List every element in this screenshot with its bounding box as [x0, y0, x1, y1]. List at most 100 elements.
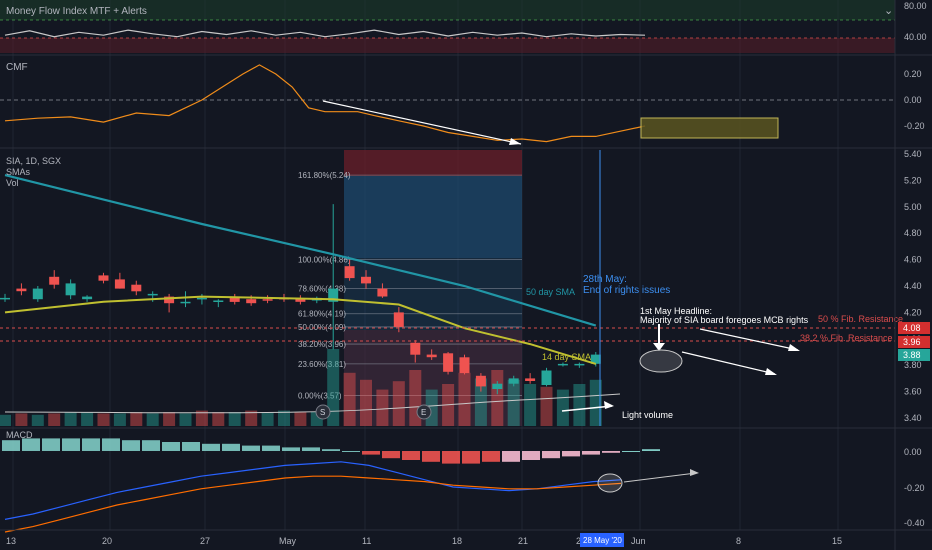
- time-axis[interactable]: 13 20 27 May 11 18 21 2 28 May '20 Jun 8…: [6, 533, 842, 547]
- projection-arrow-1-head: [765, 368, 777, 375]
- marker-s-label: S: [320, 408, 325, 417]
- volume-bar: [212, 412, 225, 426]
- macd-line: [4, 461, 622, 520]
- candle-body: [344, 266, 355, 279]
- cmf-tick-020: 0.20: [904, 69, 922, 79]
- volume-bar: [491, 370, 504, 426]
- sma-legend: SMAs: [6, 167, 31, 177]
- volume-bar: [261, 412, 274, 426]
- price-highlight-ellipse: [639, 349, 683, 373]
- macd-histogram-bar: [342, 451, 360, 452]
- marker-e[interactable]: [416, 404, 432, 420]
- macd-histogram-bar: [182, 442, 200, 451]
- mfi-tick-40: 40.00: [904, 32, 927, 42]
- volume-bar: [97, 413, 110, 426]
- price-badge-388: [898, 349, 930, 361]
- price-tick: 3.60: [904, 387, 922, 397]
- macd-histogram-bar: [382, 451, 400, 459]
- volume-bar: [163, 412, 176, 426]
- macd-histogram-bar: [282, 447, 300, 451]
- volume-bar: [31, 414, 44, 426]
- mfi-oversold-zone: [0, 38, 895, 53]
- macd-histogram-bar: [642, 449, 660, 451]
- candle-body: [475, 375, 486, 387]
- candle-body: [180, 301, 191, 304]
- macd-histogram-bar: [562, 451, 580, 457]
- macd-arrow-head: [690, 469, 699, 476]
- macd-histogram-bar: [62, 438, 80, 451]
- candle-body: [459, 357, 470, 374]
- candle-body: [213, 300, 224, 302]
- cmf-arrow-head: [509, 138, 521, 145]
- position-stop-zone: [344, 150, 522, 176]
- candle-body: [131, 284, 142, 292]
- cmf-panel[interactable]: CMF 0.20 0.00 -0.20: [0, 62, 925, 145]
- cmf-series-line: [4, 64, 646, 143]
- candle-body: [262, 299, 273, 301]
- macd-histogram-bar: [162, 442, 180, 451]
- macd-projection-arrow: [623, 472, 697, 483]
- candle-body: [32, 288, 43, 300]
- volume-bar: [343, 372, 356, 426]
- candle-body: [443, 353, 454, 372]
- volume-bar: [556, 389, 569, 426]
- fib-level-label: 38.20%(3.96): [298, 340, 346, 349]
- volume-bar: [146, 413, 159, 426]
- price-panel[interactable]: 161.80%(5.24) 100.00%(4.86) 78.60%(4.38) 61…: [0, 149, 930, 426]
- candle-body: [229, 297, 240, 302]
- fib-level-label: 100.00%(4.86): [298, 256, 351, 265]
- headline-line2: Majority of SIA board foregoes MCB right…: [640, 315, 809, 325]
- candle-body: [246, 299, 257, 304]
- rights-note-line1: 28th May:: [583, 274, 627, 285]
- volume-bar: [589, 379, 602, 426]
- macd-histogram-bar: [222, 443, 240, 451]
- macd-histogram-bar: [262, 445, 280, 451]
- volume-legend: Vol: [6, 178, 19, 188]
- volume-bar: [179, 413, 192, 426]
- price-tick: 5.00: [904, 202, 922, 212]
- fib-retracement[interactable]: 161.80%(5.24) 100.00%(4.86) 78.60%(4.38) 61…: [298, 171, 522, 401]
- volume-bar: [130, 412, 143, 426]
- candle-body: [82, 296, 93, 300]
- macd-histogram-bar: [2, 440, 20, 451]
- volume-bar: [48, 413, 61, 426]
- x-label-may: May: [279, 536, 297, 546]
- macd-histogram-bar: [302, 447, 320, 451]
- macd-histogram-bar: [522, 451, 540, 460]
- macd-panel[interactable]: MACD 0.00 -0.20 -0.40: [2, 430, 925, 533]
- price-badge-396-text: 3.96: [903, 337, 921, 347]
- candle-body: [541, 370, 552, 385]
- fib-level-label: 23.60%(3.81): [298, 360, 346, 369]
- candle-body: [426, 354, 437, 358]
- marker-e-label: E: [421, 408, 426, 417]
- mfi-series-line: [4, 29, 646, 38]
- marker-s[interactable]: [315, 404, 331, 420]
- macd-histogram-bar: [502, 451, 520, 462]
- volume-bar: [392, 381, 405, 426]
- macd-histogram-bar: [582, 451, 600, 455]
- macd-histogram-bar: [322, 449, 340, 451]
- macd-histogram-bar: [622, 451, 640, 452]
- panel-minimize-icon[interactable]: ⌄: [884, 5, 893, 17]
- volume-bar: [360, 379, 372, 426]
- volume-bar: [278, 410, 290, 426]
- light-volume-arrow: [561, 405, 613, 412]
- macd-histogram-bar: [602, 451, 620, 453]
- candle-body: [164, 296, 175, 304]
- price-tick: 5.40: [904, 149, 922, 159]
- macd-signal-line: [4, 475, 622, 533]
- sma50-line: [4, 174, 597, 327]
- macd-histogram: [2, 438, 660, 464]
- volume-bar: [327, 349, 340, 426]
- projection-arrow-1: [681, 351, 776, 375]
- candle-body: [525, 378, 536, 381]
- candle-body: [590, 354, 601, 364]
- price-tick: 3.40: [904, 413, 922, 423]
- candle-body: [508, 378, 519, 384]
- position-range-zone: [344, 258, 522, 426]
- mfi-panel[interactable]: Money Flow Index MTF + Alerts 80.00 40.0…: [0, 0, 927, 53]
- candle-body: [393, 312, 404, 327]
- x-label-2: 2: [576, 536, 581, 546]
- cmf-trend-arrow: [322, 100, 522, 145]
